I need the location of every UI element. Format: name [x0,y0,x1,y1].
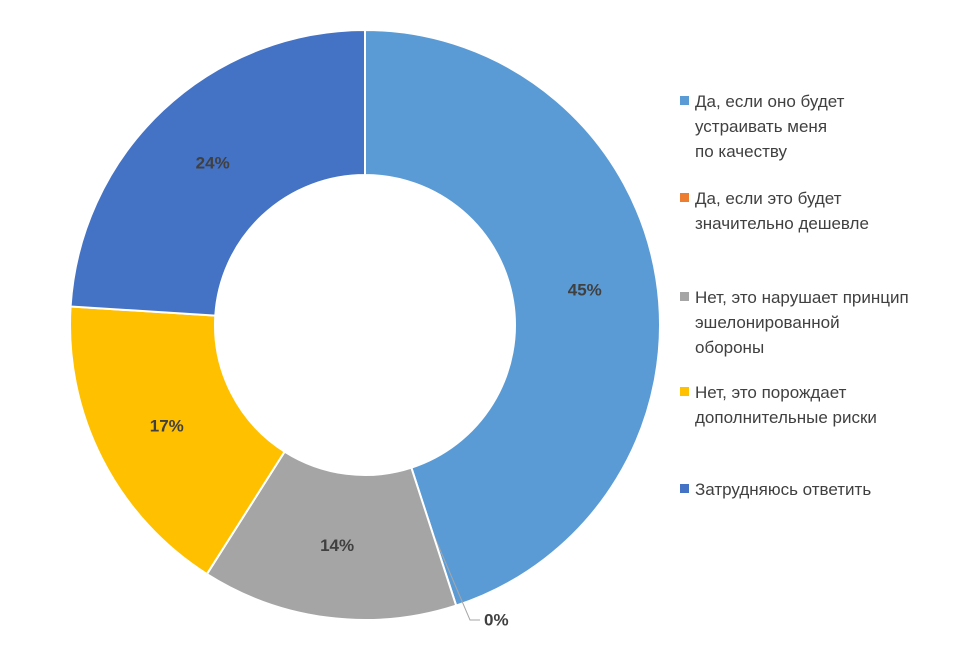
legend-swatch [680,484,689,493]
legend-label: Да, если оно будет устраивать меня по ка… [695,92,845,161]
data-label: 14% [320,536,354,555]
donut-slice [69,28,366,317]
donut-slice [205,450,458,621]
leader-line [430,529,480,621]
data-label: 0% [484,611,509,630]
legend-item: Да, если оно будет устраивать меня по ка… [680,89,844,164]
legend-swatch [680,387,689,396]
legend-swatch [680,292,689,301]
data-label: 45% [568,281,602,300]
legend-label: Нет, это нарушает принцип эшелонированно… [695,288,909,357]
legend-swatch [680,96,689,105]
legend-item: Затрудняюсь ответить [680,477,871,502]
legend-item: Нет, это порождает дополнительные риски [680,380,877,430]
data-label: 17% [150,417,184,436]
legend-label: Нет, это порождает дополнительные риски [695,383,877,427]
legend-label: Затрудняюсь ответить [695,480,872,499]
donut-slice [69,305,287,576]
legend-label: Да, если это будет значительно дешевле [695,189,869,233]
legend-swatch [680,193,689,202]
legend-item: Нет, это нарушает принцип эшелонированно… [680,285,909,360]
donut-slice [364,28,661,607]
legend-item: Да, если это будет значительно дешевле [680,186,869,236]
data-label: 24% [196,153,230,172]
